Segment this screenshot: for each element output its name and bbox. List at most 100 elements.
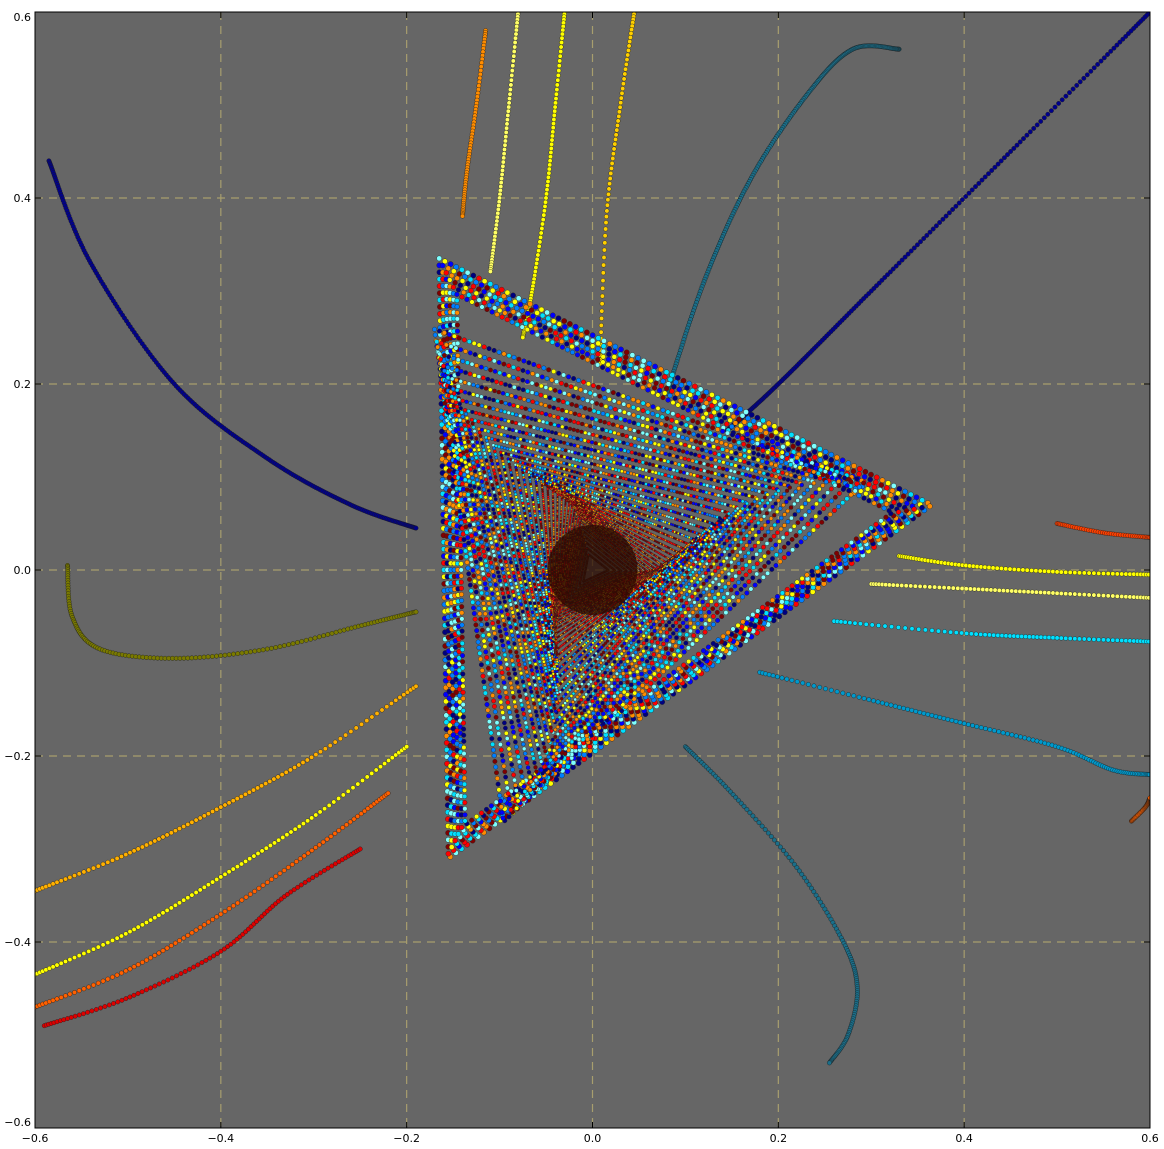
trajectory-point [1049, 109, 1053, 113]
trajectory-point [186, 933, 190, 937]
trajectory-point [169, 943, 173, 947]
attractor-point [754, 533, 758, 537]
trajectory-point [55, 963, 59, 967]
attractor-point [556, 416, 560, 420]
trajectory-point [876, 623, 880, 627]
trajectory-point [536, 249, 540, 253]
trajectory-point [1055, 591, 1059, 595]
trajectory-point [613, 142, 617, 146]
attractor-point [872, 501, 877, 506]
attractor-point [740, 429, 745, 434]
attractor-point [811, 505, 815, 509]
attractor-point [516, 312, 521, 317]
trajectory-point [77, 872, 81, 876]
attractor-point [774, 475, 778, 479]
attractor-point [751, 537, 755, 541]
attractor-point [732, 557, 736, 561]
attractor-point [716, 592, 720, 596]
attractor-point [606, 352, 611, 357]
attractor-point [672, 433, 676, 437]
attractor-point [782, 477, 786, 481]
attractor-point [627, 412, 631, 416]
attractor-point [886, 497, 891, 502]
attractor-point [601, 387, 605, 391]
attractor-point [783, 605, 788, 610]
attractor-point [613, 407, 617, 411]
attractor-point [470, 300, 475, 305]
attractor-point [722, 595, 726, 599]
trajectory-point [314, 813, 318, 817]
attractor-point [615, 373, 620, 378]
attractor-point [459, 549, 464, 554]
trajectory-point [276, 775, 280, 779]
attractor-point [503, 686, 507, 690]
trajectory-point [1115, 638, 1119, 642]
attractor-point [559, 381, 563, 385]
trajectory-point [187, 967, 191, 971]
attractor-point [837, 479, 841, 483]
trajectory-point [521, 335, 525, 339]
attractor-point [475, 302, 480, 307]
trajectory-point [346, 789, 350, 793]
trajectory-point [501, 164, 505, 168]
attractor-point [571, 760, 576, 765]
attractor-point [463, 819, 468, 824]
attractor-point [834, 460, 839, 465]
attractor-point [511, 365, 515, 369]
attractor-point [668, 377, 673, 382]
attractor-point [509, 757, 513, 761]
attractor-point [890, 488, 895, 493]
attractor-point [511, 309, 516, 314]
attractor-point [545, 337, 550, 342]
trajectory-point [173, 903, 177, 907]
trajectory-point [964, 194, 968, 198]
attractor-point [487, 573, 491, 577]
attractor-point [596, 712, 600, 716]
attractor-point [751, 565, 755, 569]
attractor-point [489, 804, 494, 809]
attractor-point [774, 543, 778, 547]
trajectory-point [1092, 571, 1096, 575]
attractor-point [497, 350, 501, 354]
trajectory-point [1001, 588, 1005, 592]
attractor-point [510, 762, 514, 766]
attractor-point [482, 300, 487, 305]
attractor-point [761, 418, 766, 423]
attractor-point [569, 384, 573, 388]
attractor-point [463, 549, 467, 553]
attractor-point [463, 349, 467, 353]
attractor-point [595, 401, 599, 405]
attractor-point [564, 342, 569, 347]
trajectory-point [627, 44, 631, 48]
attractor-point [761, 448, 765, 452]
attractor-point [568, 333, 573, 338]
attractor-point [739, 587, 743, 591]
attractor-point [740, 595, 744, 599]
attractor-point [553, 388, 557, 392]
attractor-point [662, 437, 666, 441]
attractor-point [794, 597, 799, 602]
trajectory-point [504, 135, 508, 139]
attractor-point [462, 473, 466, 477]
attractor-point [687, 430, 691, 434]
attractor-point [534, 326, 539, 331]
trajectory-point [843, 620, 847, 624]
attractor-point [696, 629, 700, 633]
attractor-point [671, 631, 675, 635]
trajectory-point [87, 949, 91, 953]
attractor-point [765, 571, 769, 575]
trajectory-point [182, 936, 186, 940]
attractor-point [459, 586, 464, 591]
attractor-point [478, 354, 482, 358]
attractor-point [876, 492, 881, 497]
attractor-point [465, 560, 469, 564]
attractor-point [474, 363, 478, 367]
attractor-point [714, 417, 719, 422]
attractor-point [470, 512, 474, 516]
attractor-point [686, 408, 691, 413]
trajectory-point [268, 779, 272, 783]
attractor-point [477, 645, 481, 649]
trajectory-point [157, 913, 161, 917]
trajectory-point [318, 810, 322, 814]
attractor-point [465, 470, 469, 474]
